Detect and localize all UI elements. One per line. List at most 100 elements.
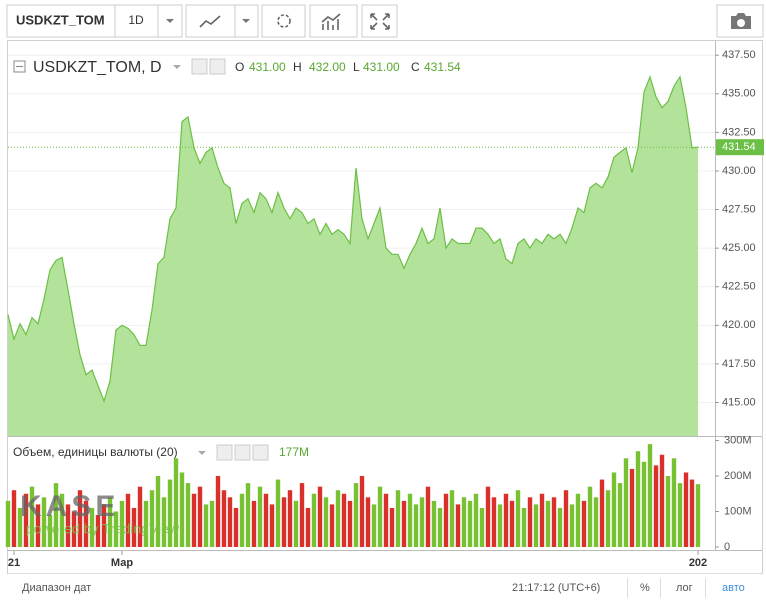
plot: 415.00 417.50 420.00 422.50 425.00 427.50 430.… <box>5 49 764 569</box>
volume-bar <box>653 465 659 547</box>
volume-bar <box>269 504 275 547</box>
volume-title: Объем, единицы валюты (20) <box>13 445 178 459</box>
volume-bar <box>437 507 443 547</box>
indicators-button[interactable] <box>309 4 358 38</box>
y-tick-label: 427.50 <box>722 203 756 215</box>
price-area <box>8 76 698 437</box>
y-tick-label: 415.00 <box>722 396 756 408</box>
volume-bar <box>107 497 113 547</box>
volume-bar <box>539 493 545 547</box>
volume-bar <box>383 493 389 547</box>
volume-bar <box>5 500 11 547</box>
volume-bar <box>545 500 551 547</box>
y-tick-label: 425.00 <box>722 242 756 254</box>
fullscreen-button[interactable] <box>361 4 398 38</box>
settings-button[interactable] <box>261 4 306 38</box>
symbol-button[interactable] <box>6 4 116 38</box>
volume-bar <box>593 497 599 547</box>
ohlc-key: H <box>293 60 302 74</box>
volume-bar <box>443 493 449 547</box>
volume-bar <box>227 497 233 547</box>
volume-bar <box>587 486 593 547</box>
y-tick-label: 200M <box>724 470 752 482</box>
toolbar: USDKZT_TOM 1D <box>6 4 764 38</box>
y-tick-label: 435.00 <box>722 88 756 100</box>
chart-type-button[interactable] <box>185 4 236 38</box>
volume-bar <box>347 500 353 547</box>
volume-bar <box>617 483 623 547</box>
volume-bar <box>323 497 329 547</box>
auto-toggle[interactable]: авто <box>722 582 745 594</box>
price-line <box>7 74 699 403</box>
volume-bar <box>581 500 587 547</box>
volume-bar <box>533 504 539 547</box>
volume-bar <box>371 504 377 547</box>
series-title: USDKZT_TOM, D <box>33 59 162 76</box>
volume-bar <box>239 493 245 547</box>
volume-bar <box>611 472 617 547</box>
volume-bar <box>197 486 203 547</box>
visibility-button[interactable] <box>191 58 208 75</box>
volume-bar <box>83 500 89 547</box>
volume-bar <box>677 483 683 547</box>
chart-type-icon <box>199 15 221 28</box>
volume-bar <box>53 483 59 547</box>
ohlc-key: C <box>411 60 420 74</box>
ohlc-value: 432.00 <box>309 60 346 74</box>
y-tick-label: 430.00 <box>722 165 756 177</box>
volume-bar <box>11 490 17 547</box>
volume-bar <box>557 507 563 547</box>
volume-bar <box>419 497 425 547</box>
volume-bar <box>179 472 185 547</box>
gear-icon <box>277 14 291 28</box>
clock: 21:17:12 (UTC+6) <box>512 582 600 594</box>
volume-bar <box>599 479 605 547</box>
volume-bar <box>461 497 467 547</box>
x-tick-label: Мар <box>111 557 133 569</box>
volume-bar <box>635 451 641 547</box>
volume-bar <box>317 486 323 547</box>
volume-bar <box>647 444 653 547</box>
percent-toggle[interactable]: % <box>640 582 650 594</box>
volume-bar <box>41 497 47 547</box>
volume-bar <box>629 468 635 547</box>
volume-bar <box>335 490 341 547</box>
volume-bar <box>413 504 419 547</box>
volume-bar <box>671 458 677 547</box>
volume-bar <box>665 476 671 547</box>
volume-bar <box>641 461 647 547</box>
volume-bar <box>401 500 407 547</box>
volume-bar <box>623 458 629 547</box>
volume-bar <box>455 504 461 547</box>
volume-bar <box>503 493 509 547</box>
y-tick-label: 437.50 <box>722 49 756 61</box>
settings-button[interactable] <box>234 444 251 461</box>
volume-bar <box>341 493 347 547</box>
volume-bar <box>431 500 437 547</box>
symbol: USDKZT_TOM <box>16 12 105 27</box>
volume-bar <box>251 500 257 547</box>
volume-bar <box>485 486 491 547</box>
volume-bar <box>575 493 581 547</box>
volume-bar <box>119 500 125 547</box>
x-tick-label: 202 <box>689 557 707 569</box>
volume-bar <box>407 493 413 547</box>
volume-bar <box>215 476 221 547</box>
watermark-logo: KASE <box>20 490 119 523</box>
volume-bar <box>131 507 137 547</box>
volume-bar <box>467 500 473 547</box>
volume-bar <box>191 493 197 547</box>
volume-bar <box>101 504 107 547</box>
volume-bar <box>509 500 515 547</box>
date-range-button[interactable]: Диапазон дат <box>22 582 91 594</box>
log-toggle[interactable]: лог <box>676 582 693 594</box>
remove-button[interactable] <box>252 444 269 461</box>
volume-bar <box>257 486 263 547</box>
visibility-button[interactable] <box>216 444 233 461</box>
volume-bar <box>77 490 83 547</box>
settings-button[interactable] <box>209 58 226 75</box>
volume-bar <box>17 507 23 547</box>
interval-button[interactable] <box>114 4 159 38</box>
volume-bar <box>173 458 179 547</box>
